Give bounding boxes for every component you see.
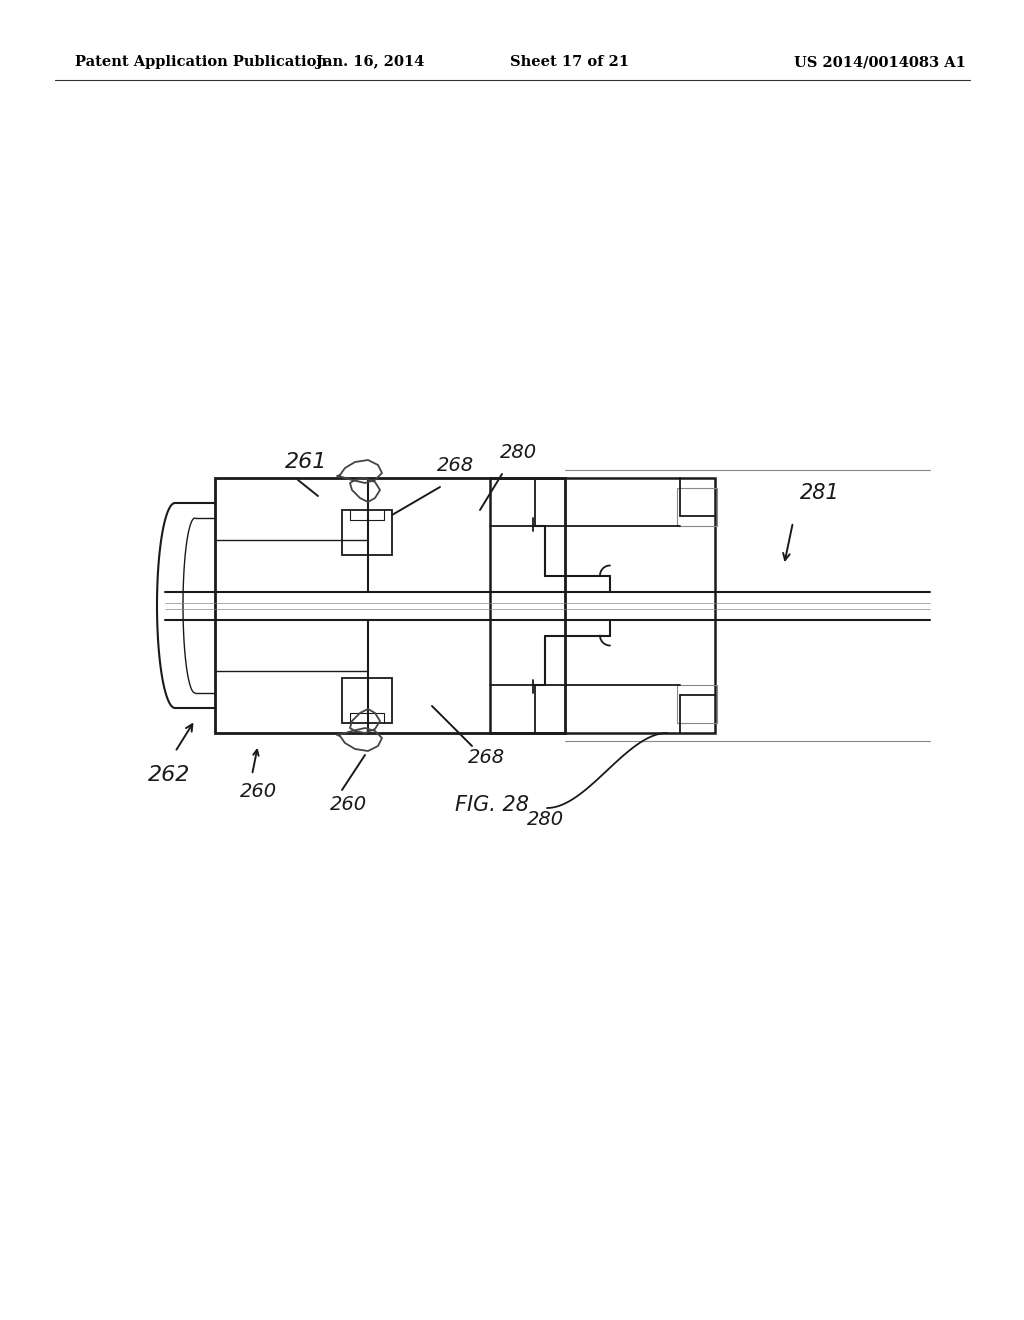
Bar: [342, 678, 392, 723]
Text: 280: 280: [527, 810, 564, 829]
Text: FIG. 28: FIG. 28: [455, 795, 529, 814]
Bar: [677, 488, 717, 525]
Text: 260: 260: [240, 781, 278, 801]
Text: 268: 268: [437, 455, 474, 475]
Text: Patent Application Publication: Patent Application Publication: [75, 55, 327, 69]
Text: 262: 262: [148, 766, 190, 785]
Text: Jan. 16, 2014: Jan. 16, 2014: [315, 55, 424, 69]
Text: 281: 281: [800, 483, 840, 503]
Text: US 2014/0014083 A1: US 2014/0014083 A1: [794, 55, 966, 69]
Text: 268: 268: [468, 748, 505, 767]
Text: 280: 280: [500, 444, 538, 462]
Bar: [342, 510, 392, 554]
Text: 260: 260: [330, 795, 368, 814]
Text: Sheet 17 of 21: Sheet 17 of 21: [510, 55, 630, 69]
Bar: [677, 685, 717, 723]
Text: 261: 261: [285, 451, 328, 473]
Bar: [215, 478, 565, 733]
Bar: [490, 478, 715, 733]
